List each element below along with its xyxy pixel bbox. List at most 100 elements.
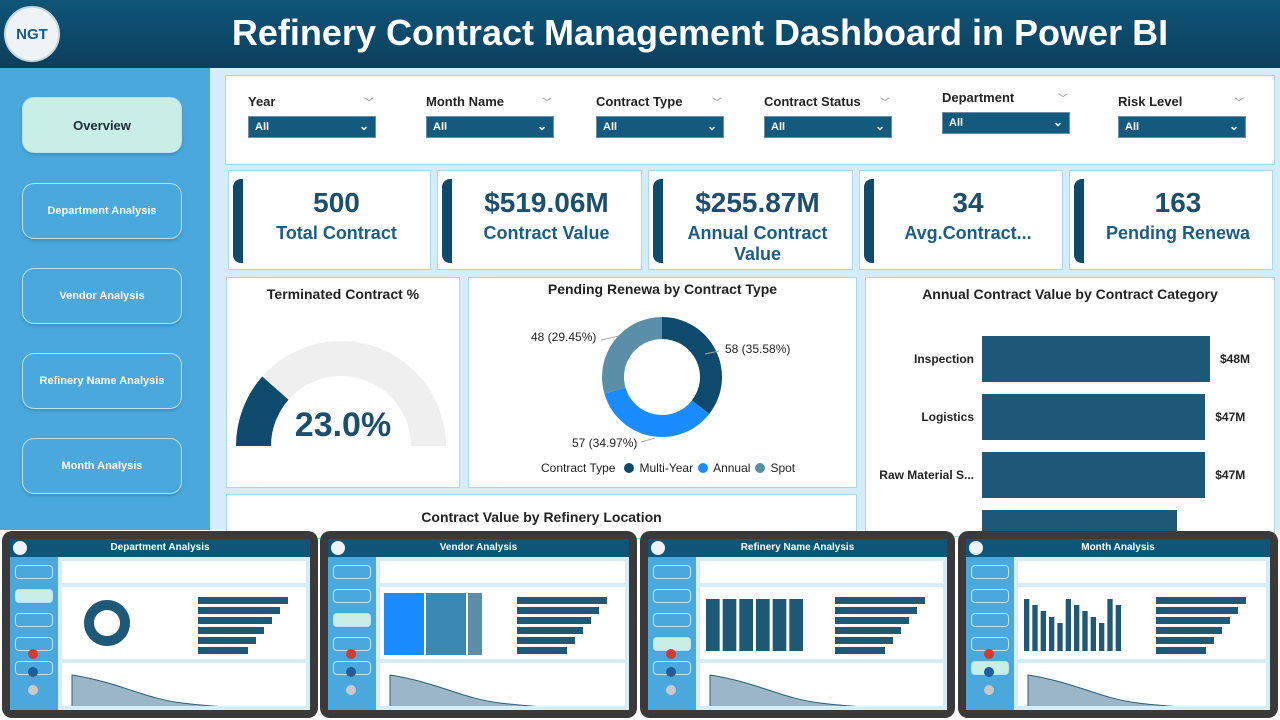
thumbnail-filters — [700, 561, 943, 583]
thumbnail-column — [739, 599, 753, 651]
nav-month-analysis[interactable]: Month Analysis — [22, 438, 182, 494]
thumbnail-nav-button — [333, 589, 371, 603]
thumbnail-column — [1099, 623, 1105, 651]
thumbnail-chart — [1126, 587, 1266, 659]
linkedin-icon — [666, 667, 676, 677]
gauge-value: 23.0% — [294, 406, 392, 444]
kpi-label: Contract Value — [483, 223, 610, 243]
thumbnail-chart — [700, 587, 814, 659]
donut-slice-multi-year[interactable] — [662, 317, 722, 415]
bar[interactable] — [982, 394, 1206, 440]
thumbnail-bar — [198, 607, 280, 614]
bar-category-label: Inspection — [913, 352, 974, 366]
donut-slice-spot[interactable] — [602, 317, 662, 394]
terminated-gauge-card: Terminated Contract % 23.0% — [226, 277, 460, 488]
thumbnail-column — [1074, 605, 1080, 651]
filter-dropdown[interactable]: All ⌄ — [942, 112, 1070, 134]
filter-label: Department — [942, 90, 1015, 105]
thumbnail-nav-button — [971, 613, 1009, 627]
bar-value-label: $48M — [1220, 352, 1251, 366]
thumbnail-column — [1057, 623, 1063, 651]
filter-value: All — [771, 121, 786, 133]
thumbnail-area — [71, 674, 269, 710]
filter-value: All — [603, 121, 618, 133]
filter-dropdown[interactable]: All ⌄ — [248, 116, 376, 138]
logo-icon — [331, 541, 345, 555]
thumbnail-chart — [1018, 587, 1134, 659]
filter-panel: Year ﹀ All ⌄ Month Name ﹀ All ⌄ Contract Type ﹀ Al… — [225, 75, 1275, 165]
thumbnail-title: Month Analysis — [966, 539, 1270, 557]
filter-dropdown[interactable]: All ⌄ — [764, 116, 892, 138]
thumbnail-column — [772, 599, 787, 651]
kpi-accent — [653, 179, 663, 263]
kpi-accent — [233, 179, 243, 263]
chevron-down-icon[interactable]: ﹀ — [1058, 94, 1068, 105]
thumbnail-bar — [1156, 637, 1215, 644]
kpi-label: Total Contract — [276, 223, 397, 243]
kpi-value: $255.87M — [695, 187, 820, 218]
linkedin-icon — [28, 667, 38, 677]
thumbnail-department-analysis[interactable]: Department Analysis — [2, 531, 318, 718]
website-icon — [346, 685, 356, 695]
thumbnail-month-analysis[interactable]: Month Analysis — [958, 531, 1278, 718]
website-icon — [28, 685, 38, 695]
thumbnail-donut — [84, 600, 130, 646]
thumbnail-nav-button — [15, 613, 53, 627]
legend-annual[interactable]: Annual — [713, 461, 751, 475]
pending-renewal-donut-card: Pending Renewa by Contract Type 48 (29.4… — [468, 277, 857, 488]
legend-dot-icon — [755, 463, 766, 473]
thumbnail-screen: Department Analysis — [10, 539, 310, 710]
legend-multi-year[interactable]: Multi-Year — [639, 461, 694, 475]
thumbnail-treemap — [468, 593, 482, 655]
bar-category-label: Logistics — [921, 410, 974, 424]
thumbnail-column — [789, 599, 803, 651]
thumbnail-area — [1027, 674, 1225, 710]
thumbnail-vendor-analysis[interactable]: Vendor Analysis — [320, 531, 637, 718]
kpi-value: $519.06M — [484, 187, 609, 218]
sidebar: Overview Department Analysis Vendor Anal… — [0, 68, 210, 530]
thumbnail-bar — [1156, 597, 1247, 604]
thumbnail-column — [756, 599, 770, 651]
thumbnail-chart — [62, 663, 306, 710]
youtube-icon — [346, 649, 356, 659]
nav-refinery-name-analysis[interactable]: Refinery Name Analysis — [22, 353, 182, 409]
thumbnail-chart — [805, 587, 943, 659]
legend-title: Contract Type — [541, 461, 616, 475]
donut-slice-annual[interactable] — [604, 387, 710, 437]
bar[interactable] — [982, 336, 1210, 382]
thumbnail-column — [722, 599, 737, 651]
chart-title: Pending Renewa by Contract Type — [547, 281, 778, 297]
chevron-down-icon[interactable]: ﹀ — [364, 98, 374, 109]
gauge-chart — [236, 341, 446, 446]
thumbnail-area — [389, 674, 587, 710]
nav-department-analysis[interactable]: Department Analysis — [22, 183, 182, 239]
thumbnail-title: Vendor Analysis — [328, 539, 629, 557]
thumbnail-nav-button — [971, 589, 1009, 603]
chevron-down-icon[interactable]: ﹀ — [542, 98, 552, 109]
thumbnail-bar — [198, 617, 272, 624]
kpi-label: Pending Renewa — [1105, 223, 1251, 243]
legend-dot-icon — [698, 463, 709, 473]
youtube-icon — [666, 649, 676, 659]
chevron-down-icon[interactable]: ﹀ — [712, 98, 722, 109]
filter-dropdown[interactable]: All ⌄ — [596, 116, 724, 138]
thumbnail-nav-button — [15, 565, 53, 579]
thumbnail-bar — [516, 597, 607, 604]
chevron-down-icon[interactable]: ﹀ — [1234, 98, 1244, 109]
thumbnail-refinery-name-analysis[interactable]: Refinery Name Analysis — [640, 531, 955, 718]
thumbnail-bar — [516, 607, 599, 614]
thumbnail-bar — [516, 627, 583, 634]
kpi-accent — [864, 179, 874, 263]
thumbnail-chart — [380, 663, 625, 710]
filter-dropdown[interactable]: All ⌄ — [1118, 116, 1246, 138]
filter-dropdown[interactable]: All ⌄ — [426, 116, 554, 138]
nav-overview[interactable]: Overview — [22, 97, 182, 153]
filter-label: Year — [248, 94, 276, 109]
youtube-icon — [28, 649, 38, 659]
legend-spot[interactable]: Spot — [770, 461, 796, 475]
bar[interactable] — [982, 452, 1206, 498]
chevron-down-icon[interactable]: ﹀ — [880, 98, 890, 109]
nav-vendor-analysis[interactable]: Vendor Analysis — [22, 268, 182, 324]
thumbnail-treemap — [384, 593, 424, 655]
kpi-card: $519.06M Contract Value — [437, 170, 642, 270]
